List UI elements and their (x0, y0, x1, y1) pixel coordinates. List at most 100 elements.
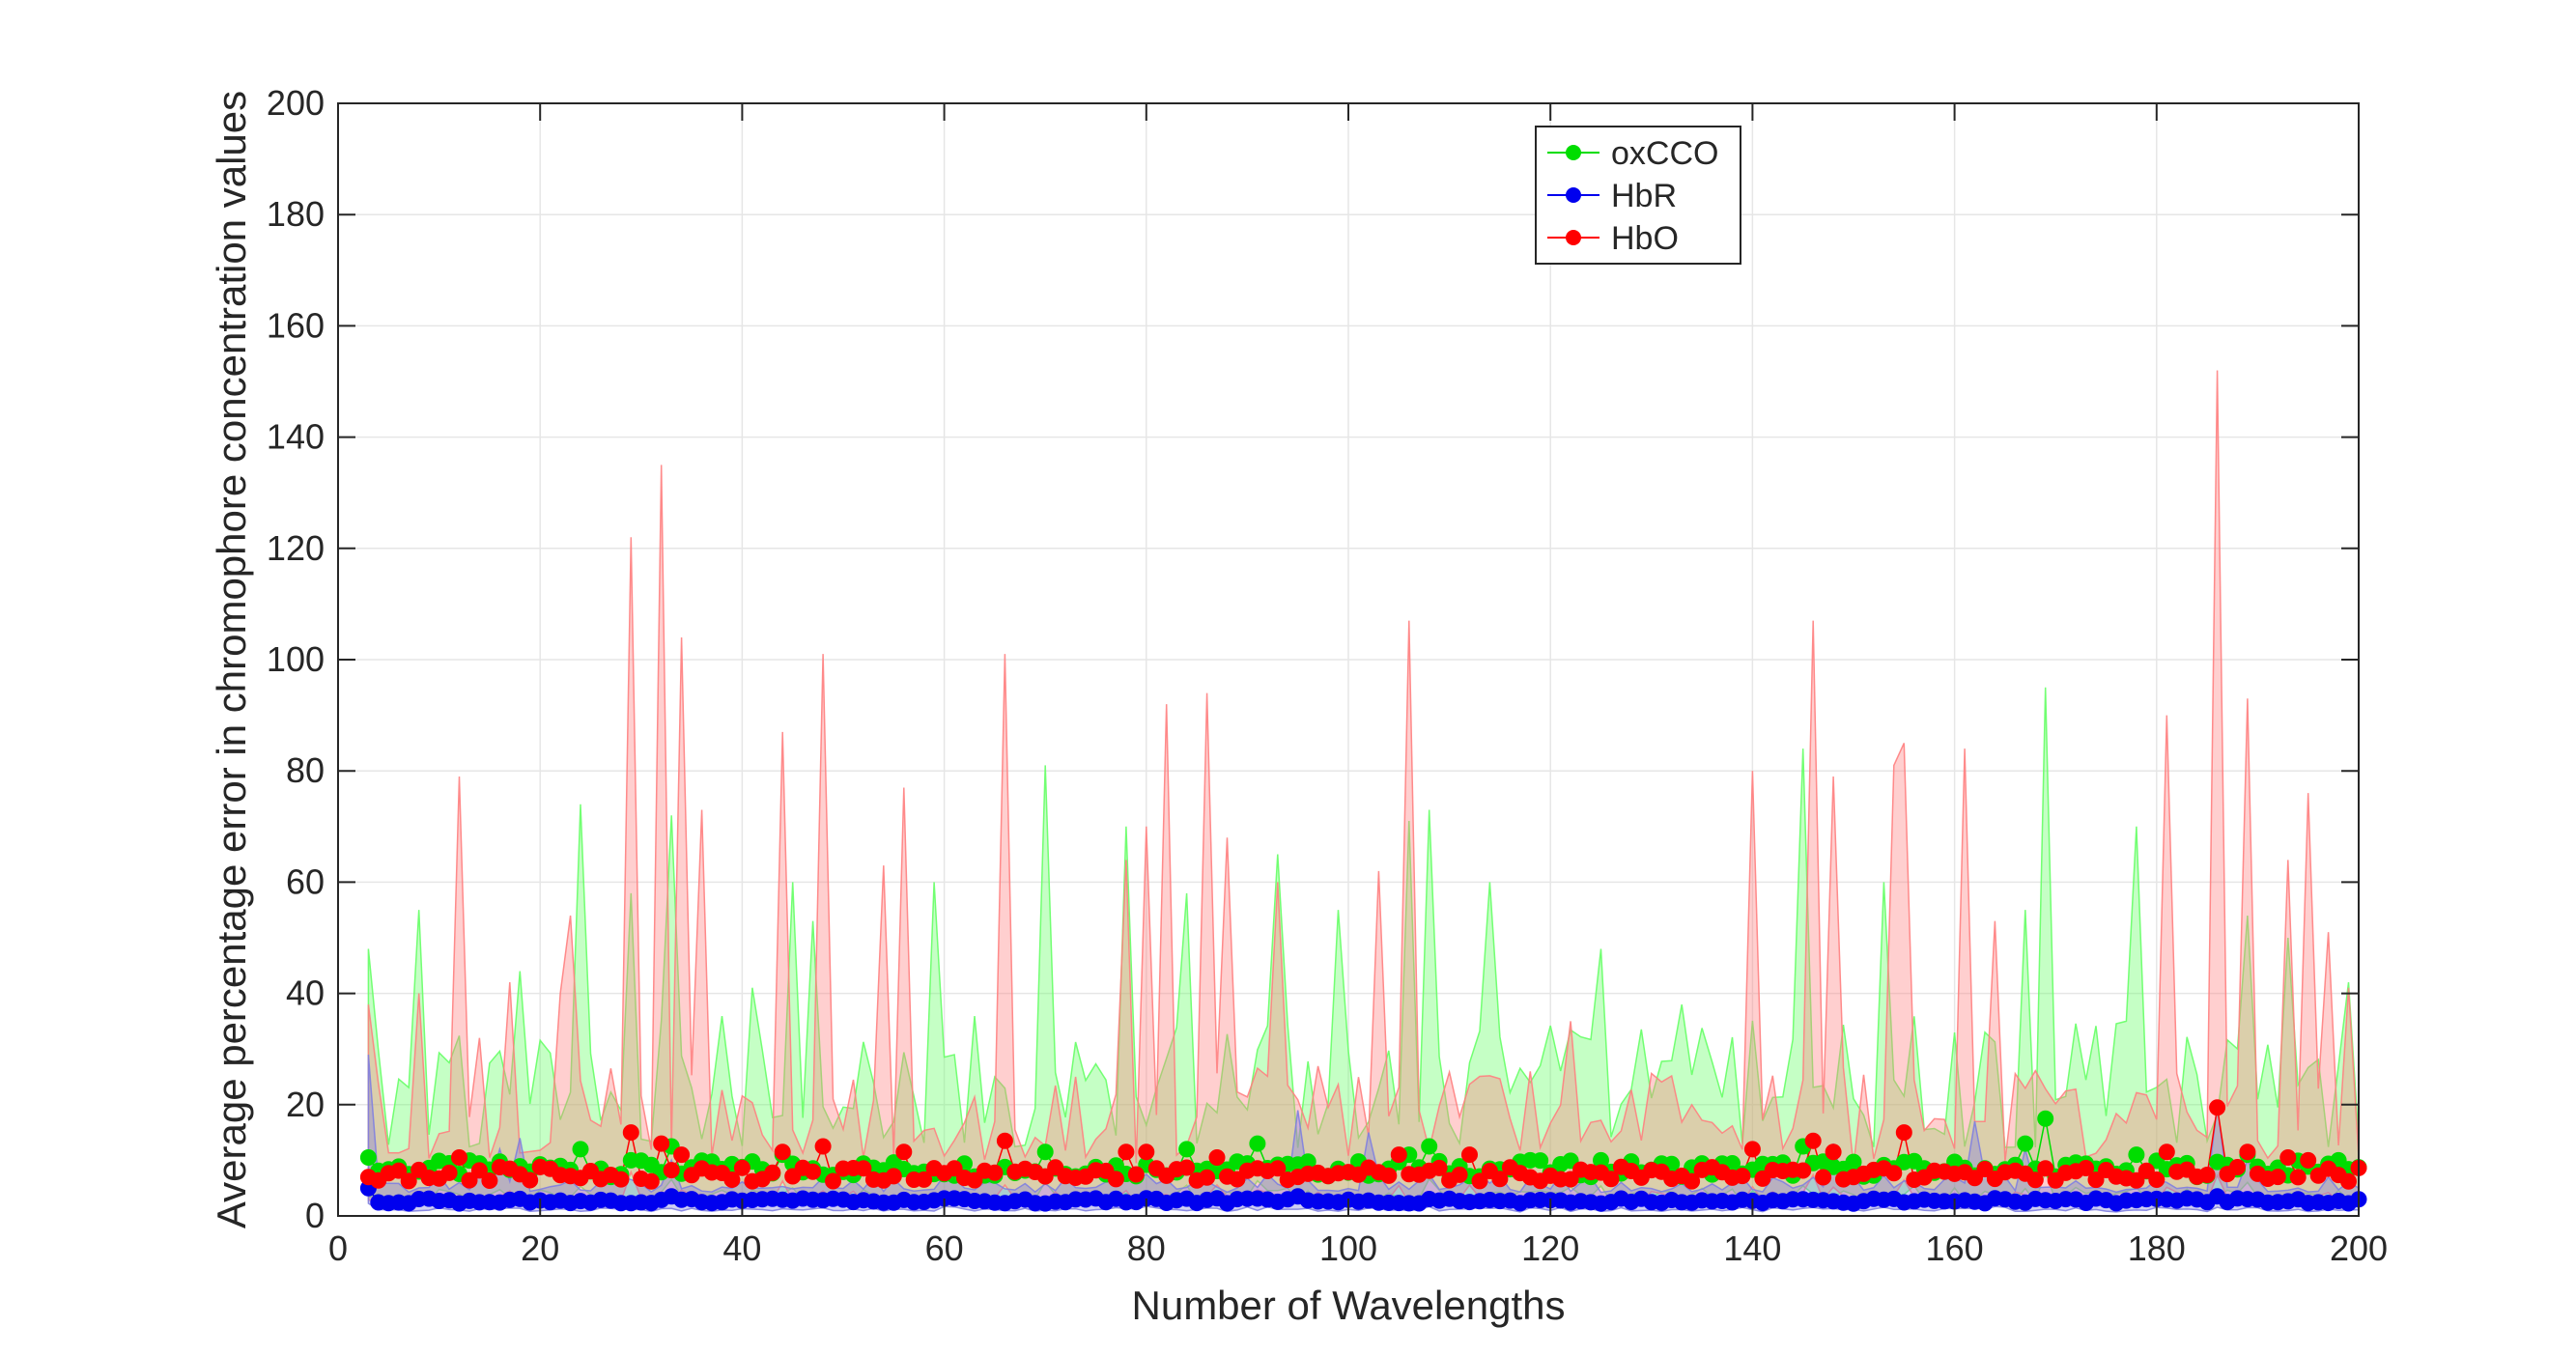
data-point-hbo (440, 1164, 458, 1181)
data-point-hbo (1602, 1171, 1620, 1188)
legend-label-oxcco: oxCCO (1611, 135, 1718, 172)
data-point-hbo (1118, 1143, 1135, 1161)
data-point-hbo (1451, 1166, 1468, 1183)
data-point-hbo (774, 1143, 791, 1161)
data-point-hbo (996, 1132, 1013, 1149)
data-point-hbo (1430, 1159, 1448, 1176)
x-tick-label: 0 (328, 1228, 348, 1268)
data-point-hbo (1825, 1143, 1842, 1161)
data-point-hbo (2087, 1172, 2105, 1189)
x-tick-label: 60 (925, 1228, 964, 1268)
data-point-hbo (1138, 1143, 1155, 1161)
data-point-hbo (400, 1172, 417, 1190)
y-axis-title: Average percentage error in chromophore … (209, 91, 254, 1228)
data-point-hbo (2026, 1172, 2044, 1189)
data-point-hbo (1804, 1132, 1822, 1149)
data-point-hbo (1885, 1165, 1903, 1182)
data-point-hbo (663, 1162, 680, 1179)
data-point-hbo (764, 1164, 781, 1181)
data-point-hbo (470, 1162, 488, 1179)
data-point-hbo (986, 1164, 1004, 1181)
data-points (359, 1099, 2367, 1212)
y-tick-label: 140 (267, 417, 325, 457)
data-point-hbo (1390, 1146, 1407, 1164)
data-point-hbo (2340, 1172, 2357, 1190)
legend-marker-oxcco (1566, 145, 1581, 160)
axis-ticks: 0 20 40 60 80 100 120 140 160 180 200 0 20 40 60 80 100 1… (267, 83, 2388, 1268)
data-point-hbo (814, 1138, 832, 1155)
data-point-hbo (895, 1143, 913, 1161)
y-tick-label: 160 (267, 305, 325, 345)
data-point-hbo (733, 1159, 750, 1176)
x-tick-label: 120 (1521, 1228, 1579, 1268)
data-point-hbo (825, 1172, 841, 1190)
data-point-hbo (2158, 1143, 2175, 1161)
y-tick-label: 120 (267, 528, 325, 568)
legend-label-hbo: HbO (1611, 220, 1679, 257)
y-tick-label: 60 (286, 861, 325, 901)
x-tick-label: 180 (2128, 1228, 2186, 1268)
data-point-oxcco (1421, 1138, 1438, 1155)
legend-marker-hbo (1566, 230, 1581, 245)
data-point-oxcco (2017, 1135, 2034, 1152)
data-point-hbo (1178, 1159, 1196, 1176)
data-point-hbo (1199, 1169, 1216, 1186)
data-point-hbo (2269, 1169, 2286, 1186)
data-point-hbo (1471, 1172, 1488, 1190)
data-point-hbo (1734, 1168, 1751, 1185)
data-point-oxcco (1532, 1152, 1549, 1170)
data-point-oxcco (1036, 1143, 1054, 1161)
y-tick-label: 0 (305, 1196, 325, 1235)
data-point-oxcco (572, 1141, 589, 1158)
x-tick-label: 200 (2330, 1228, 2388, 1268)
y-tick-label: 20 (286, 1085, 325, 1124)
data-point-hbo (2239, 1143, 2256, 1161)
y-tick-label: 200 (267, 83, 325, 123)
data-point-hbo (1795, 1162, 1812, 1179)
x-axis-title: Number of Wavelengths (1132, 1283, 1566, 1328)
data-point-hbo (805, 1163, 822, 1180)
data-point-hbo (622, 1124, 639, 1142)
data-point-hbo (1491, 1171, 1509, 1188)
data-point-hbo (390, 1162, 408, 1179)
data-point-hbo (481, 1172, 498, 1189)
data-point-hbo (885, 1168, 902, 1185)
data-point-hbo (1208, 1149, 1226, 1166)
data-point-oxcco (1249, 1135, 1266, 1152)
data-point-hbo (461, 1172, 478, 1189)
y-tick-label: 100 (267, 639, 325, 679)
x-tick-label: 160 (1926, 1228, 1984, 1268)
data-point-oxcco (2128, 1146, 2145, 1164)
data-point-hbo (1743, 1141, 1761, 1158)
data-point-hbo (2209, 1099, 2226, 1116)
y-tick-label: 180 (267, 194, 325, 234)
data-point-hbo (522, 1172, 539, 1189)
data-point-hbo (2037, 1160, 2054, 1177)
data-point-hbo (1107, 1171, 1124, 1188)
data-point-hbo (612, 1171, 630, 1188)
data-point-hbo (966, 1172, 983, 1189)
data-point-hbo (653, 1135, 670, 1152)
data-point-hbo (2279, 1149, 2297, 1166)
data-point-hbo (946, 1160, 963, 1177)
legend-marker-hbr (1566, 187, 1581, 203)
x-tick-label: 100 (1319, 1228, 1377, 1268)
data-point-hbo (1684, 1172, 1701, 1190)
legend[interactable]: oxCCO HbR HbO (1535, 126, 1741, 265)
x-tick-label: 80 (1127, 1228, 1166, 1268)
data-point-hbo (2198, 1167, 2216, 1183)
data-point-hbo (2078, 1160, 2095, 1176)
data-point-hbo (1380, 1167, 1398, 1184)
data-point-hbo (2300, 1151, 2317, 1169)
x-tick-label: 40 (722, 1228, 761, 1268)
data-point-hbo (1562, 1171, 1579, 1188)
data-point-hbo (916, 1171, 933, 1188)
data-point-hbo (673, 1146, 691, 1164)
legend-label-hbr: HbR (1611, 178, 1677, 214)
data-point-hbo (2289, 1169, 2307, 1186)
data-point-hbo (2128, 1172, 2145, 1189)
data-point-hbo (1461, 1146, 1478, 1164)
data-point-oxcco (1178, 1141, 1196, 1158)
